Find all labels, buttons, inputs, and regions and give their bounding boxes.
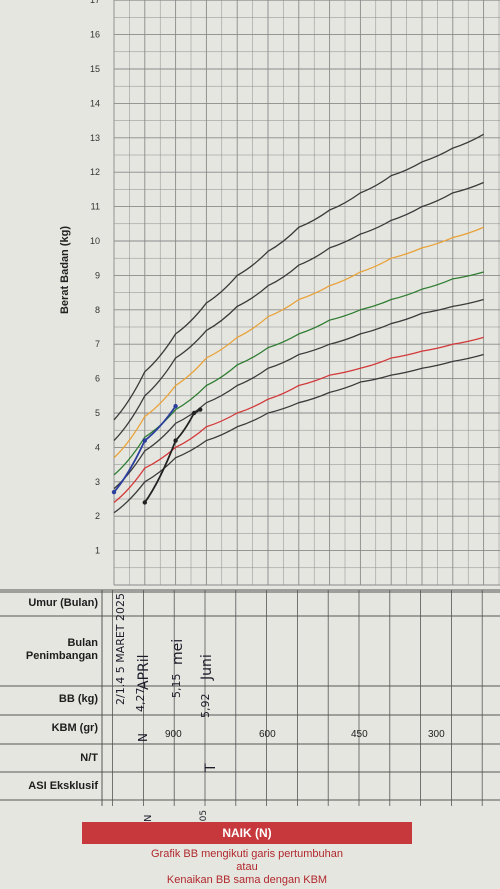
handwritten-col0: 2/1.4 5 MARET 2025 (114, 592, 127, 705)
plotted-weight-line (144, 408, 201, 503)
reference-curve (113, 133, 484, 421)
y-tick-label: 12 (90, 167, 100, 177)
record-table (0, 589, 500, 806)
weight-point (173, 403, 178, 409)
weight-point (173, 438, 178, 443)
legend-naik-text: Grafik BB mengikuti garis pertumbuhan at… (82, 848, 412, 887)
table-bg (0, 590, 500, 806)
weight-point (142, 500, 147, 505)
weight-point (142, 438, 147, 443)
growth-curves (111, 133, 484, 514)
kbm-value-3: 450 (351, 729, 368, 740)
kbm-value-1: 900 (165, 729, 182, 740)
y-tick-label: 15 (90, 64, 100, 74)
y-tick-label: 4 (95, 442, 100, 452)
handwritten-col2-month: mei (170, 638, 186, 665)
legend-line-1: Grafik BB mengikuti garis pertumbuhan (151, 848, 343, 860)
handwritten-col1-month: APRil (136, 654, 152, 690)
y-tick-label: 3 (95, 477, 100, 487)
handwritten-col1-status: N (136, 733, 150, 742)
handwritten-col1-weight: 4,27 (134, 687, 147, 713)
weight-point (111, 489, 117, 495)
reference-curve (113, 353, 484, 514)
row-label-weight: BB (kg) (58, 693, 98, 705)
reference-curve (113, 298, 484, 490)
kbm-value-4: 300 (428, 729, 445, 740)
row-label-kbm: KBM (gr) (51, 722, 98, 734)
legend-line-2: atau (236, 861, 258, 873)
y-tick-label: 9 (95, 270, 100, 280)
reference-curve (113, 271, 484, 476)
y-tick-label: 5 (95, 408, 100, 418)
legend-naik-header: NAIK (N) (82, 822, 412, 844)
handwritten-col2-weight: 5,15 (170, 673, 183, 699)
handwritten-col3-weight: 5,92 (199, 693, 212, 719)
reference-curve (113, 226, 484, 459)
y-tick-label: 2 (95, 511, 100, 521)
y-tick-label: 17 (90, 0, 100, 5)
legend-line-3: Kenaikan BB sama dengan KBM (166, 874, 328, 886)
row-label-age: Umur (Bulan) (28, 597, 98, 609)
y-tick-label: 13 (90, 133, 100, 143)
row-label-nt: N/T (80, 752, 98, 764)
weight-point (198, 407, 203, 412)
handwritten-col3-month: Juni (199, 654, 215, 680)
handwritten-margin-1: N (143, 814, 154, 822)
chart-grid (113, 0, 500, 586)
y-tick-label: 16 (90, 30, 100, 40)
row-label-weighing-month: Bulan Penimbangan (25, 637, 98, 662)
y-axis-label: Berat Badan (kg) (59, 225, 71, 315)
y-tick-label: 14 (90, 98, 100, 108)
y-tick-label: 7 (95, 339, 100, 349)
handwritten-col3-status: T (203, 763, 219, 772)
y-tick-label: 11 (91, 202, 100, 212)
reference-curve (113, 181, 484, 441)
y-tick-label: 6 (95, 374, 100, 384)
kbm-value-2: 600 (259, 729, 276, 740)
y-tick-label: 8 (95, 305, 100, 315)
y-tick-label: 1 (95, 546, 100, 556)
reference-curve (113, 336, 484, 503)
weight-point (191, 410, 197, 416)
row-label-asi: ASI Eksklusif (28, 780, 98, 792)
y-tick-label: 10 (90, 236, 100, 246)
